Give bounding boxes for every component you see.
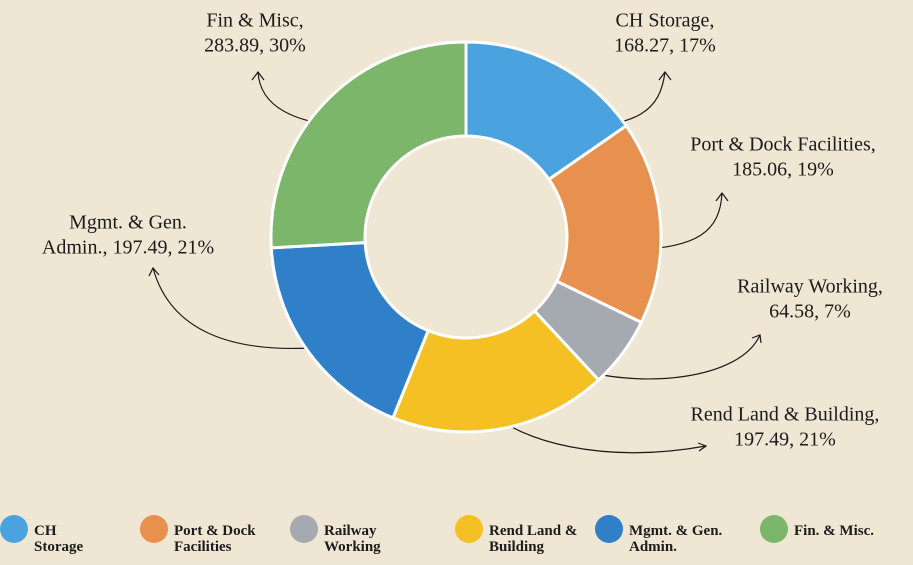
- slice: [269, 40, 468, 250]
- data-label: CH Storage,: [616, 10, 715, 32]
- legend-swatch: [140, 515, 168, 543]
- legend-item: Mgmt. & Gen. Admin.: [595, 515, 739, 555]
- data-label: 64.58, 7%: [769, 301, 851, 323]
- data-label: Rend Land & Building,: [691, 404, 880, 426]
- legend-item: Rend Land & Building: [455, 515, 584, 555]
- legend-item: Port & Dock Facilities: [140, 515, 284, 555]
- legend: CH Storage Port & Dock Facilities Railway …: [0, 515, 913, 565]
- data-label: Port & Dock Facilities,: [690, 134, 876, 156]
- data-label: Mgmt. & Gen.: [69, 212, 187, 234]
- legend-label: Railway Working: [324, 523, 381, 555]
- data-label: 283.89, 30%: [204, 35, 306, 57]
- data-label: Fin & Misc,: [206, 10, 303, 32]
- legend-label: Fin. & Misc.: [794, 523, 874, 539]
- legend-swatch: [455, 515, 483, 543]
- legend-label: Port & Dock Facilities: [174, 523, 256, 555]
- legend-swatch: [760, 515, 788, 543]
- legend-label: Mgmt. & Gen. Admin.: [629, 523, 723, 555]
- legend-swatch: [290, 515, 318, 543]
- slice: [546, 123, 663, 325]
- data-label: 168.27, 17%: [614, 35, 716, 57]
- slice: [269, 241, 431, 420]
- chart: CH Storage, 168.27, 17% Port & Dock Facili…: [42, 10, 883, 454]
- legend-item: Fin. & Misc.: [760, 515, 913, 543]
- data-label: Admin., 197.49, 21%: [42, 237, 214, 259]
- data-label: Railway Working,: [737, 276, 883, 298]
- legend-swatch: [0, 515, 28, 543]
- legend-label: CH Storage: [34, 523, 84, 555]
- slice: [391, 308, 601, 434]
- legend-item: CH Storage: [0, 515, 104, 555]
- arrow: [148, 266, 326, 350]
- legend-label: Rend Land & Building: [489, 523, 578, 555]
- data-label: 185.06, 19%: [732, 159, 834, 181]
- data-label: 197.49, 21%: [734, 429, 836, 451]
- legend-swatch: [595, 515, 623, 543]
- slice: [464, 40, 629, 182]
- legend-item: Railway Working: [290, 515, 414, 555]
